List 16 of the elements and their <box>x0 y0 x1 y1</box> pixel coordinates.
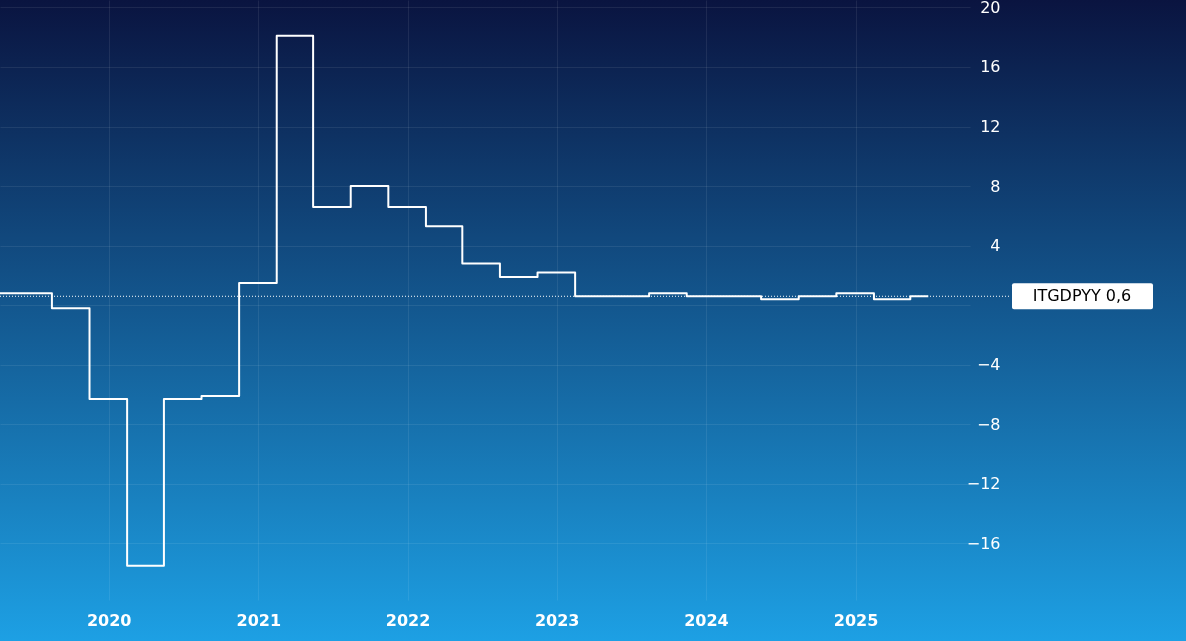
x-tick-label: 2025 <box>833 610 879 630</box>
y-tick-label: 12 <box>980 117 1001 137</box>
y-tick-label: 16 <box>980 57 1001 77</box>
x-tick-label: 2023 <box>534 610 580 630</box>
x-tick-label: 2022 <box>385 610 431 630</box>
y-tick-label: 8 <box>990 176 1001 196</box>
x-tick-label: 2021 <box>236 610 282 630</box>
y-tick-label: −16 <box>966 533 1001 553</box>
x-tick-label: 2024 <box>684 610 729 630</box>
y-tick-label: −12 <box>966 474 1001 494</box>
y-tick-label: −4 <box>976 355 1001 375</box>
x-tick-label: 2020 <box>86 610 132 630</box>
y-tick-label: 4 <box>990 236 1001 256</box>
y-tick-label: 20 <box>980 0 1001 17</box>
ref-line-label: ITGDPYY 0,6 <box>1032 286 1132 306</box>
y-tick-label: −8 <box>976 414 1001 434</box>
